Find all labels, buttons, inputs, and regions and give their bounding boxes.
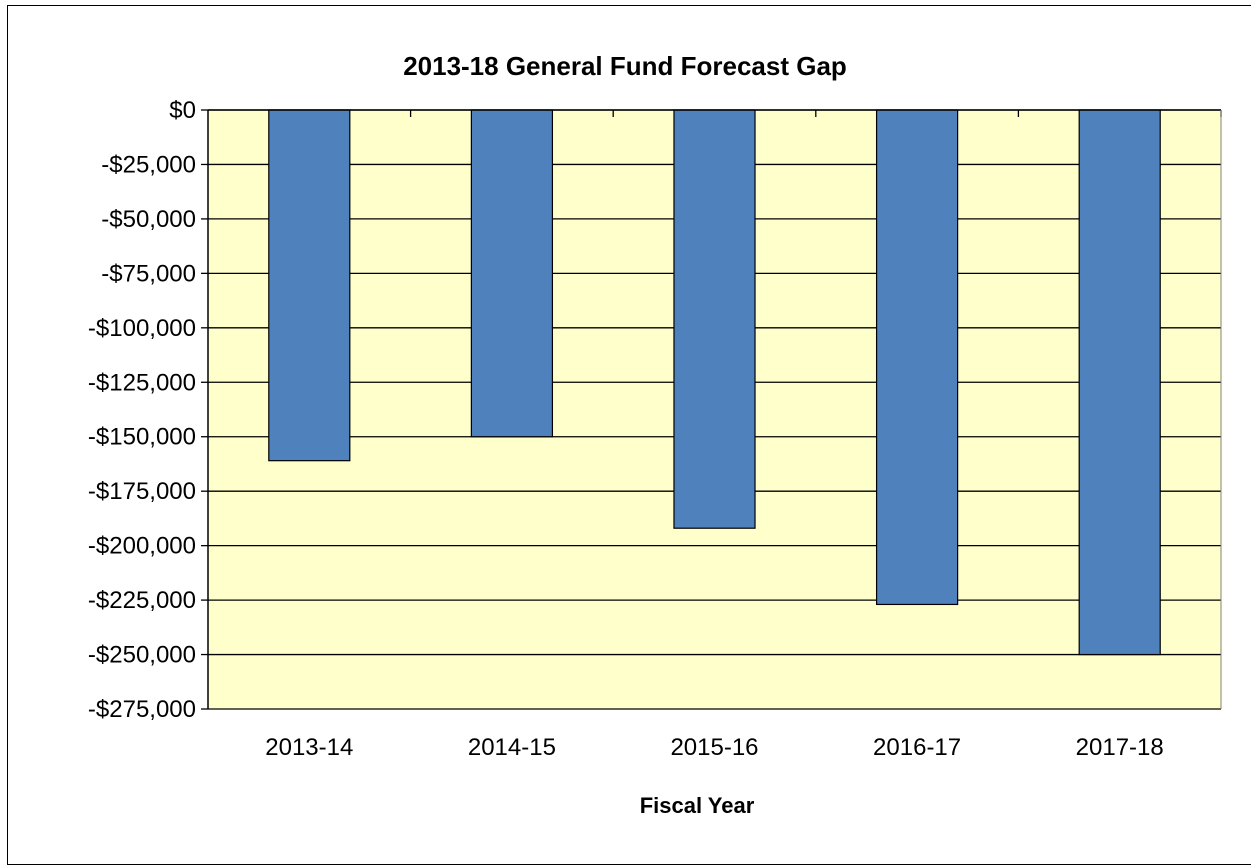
x-axis-title: Fiscal Year [640,793,755,818]
axes [201,109,1222,710]
y-tick-label: -$25,000 [101,151,196,178]
y-tick-labels: $0 -$25,000 -$50,000 -$75,000 -$100,000 -$125… [88,97,196,723]
y-tick-label: -$100,000 [88,315,196,342]
x-tick-labels: 2013-14 2014-15 2015-16 2016-17 2017-18 [265,734,1163,761]
y-tick-label: -$275,000 [88,696,196,723]
y-tick-label: -$225,000 [88,587,196,614]
y-tick-label: -$175,000 [88,478,196,505]
y-tick-label: -$150,000 [88,424,196,451]
y-tick-label: $0 [169,97,196,124]
x-tick-label: 2016-17 [873,734,961,761]
y-tick-label: -$125,000 [88,369,196,396]
bar-2014-15 [470,109,554,438]
bar-2013-14 [268,109,351,462]
bar-2016-17 [875,109,959,606]
bar-2017-18 [1078,109,1161,656]
x-tick-label: 2013-14 [265,734,353,761]
y-tick-label: -$75,000 [101,260,196,287]
x-tick-label: 2015-16 [670,734,758,761]
y-tick-label: -$250,000 [88,642,196,669]
x-tick-label: 2014-15 [468,734,556,761]
bar-2015-16 [673,109,756,529]
y-tick-label: -$50,000 [101,206,196,233]
chart-title: 2013-18 General Fund Forecast Gap [403,51,847,81]
y-tick-label: -$200,000 [88,533,196,560]
x-tick-label: 2017-18 [1076,734,1164,761]
